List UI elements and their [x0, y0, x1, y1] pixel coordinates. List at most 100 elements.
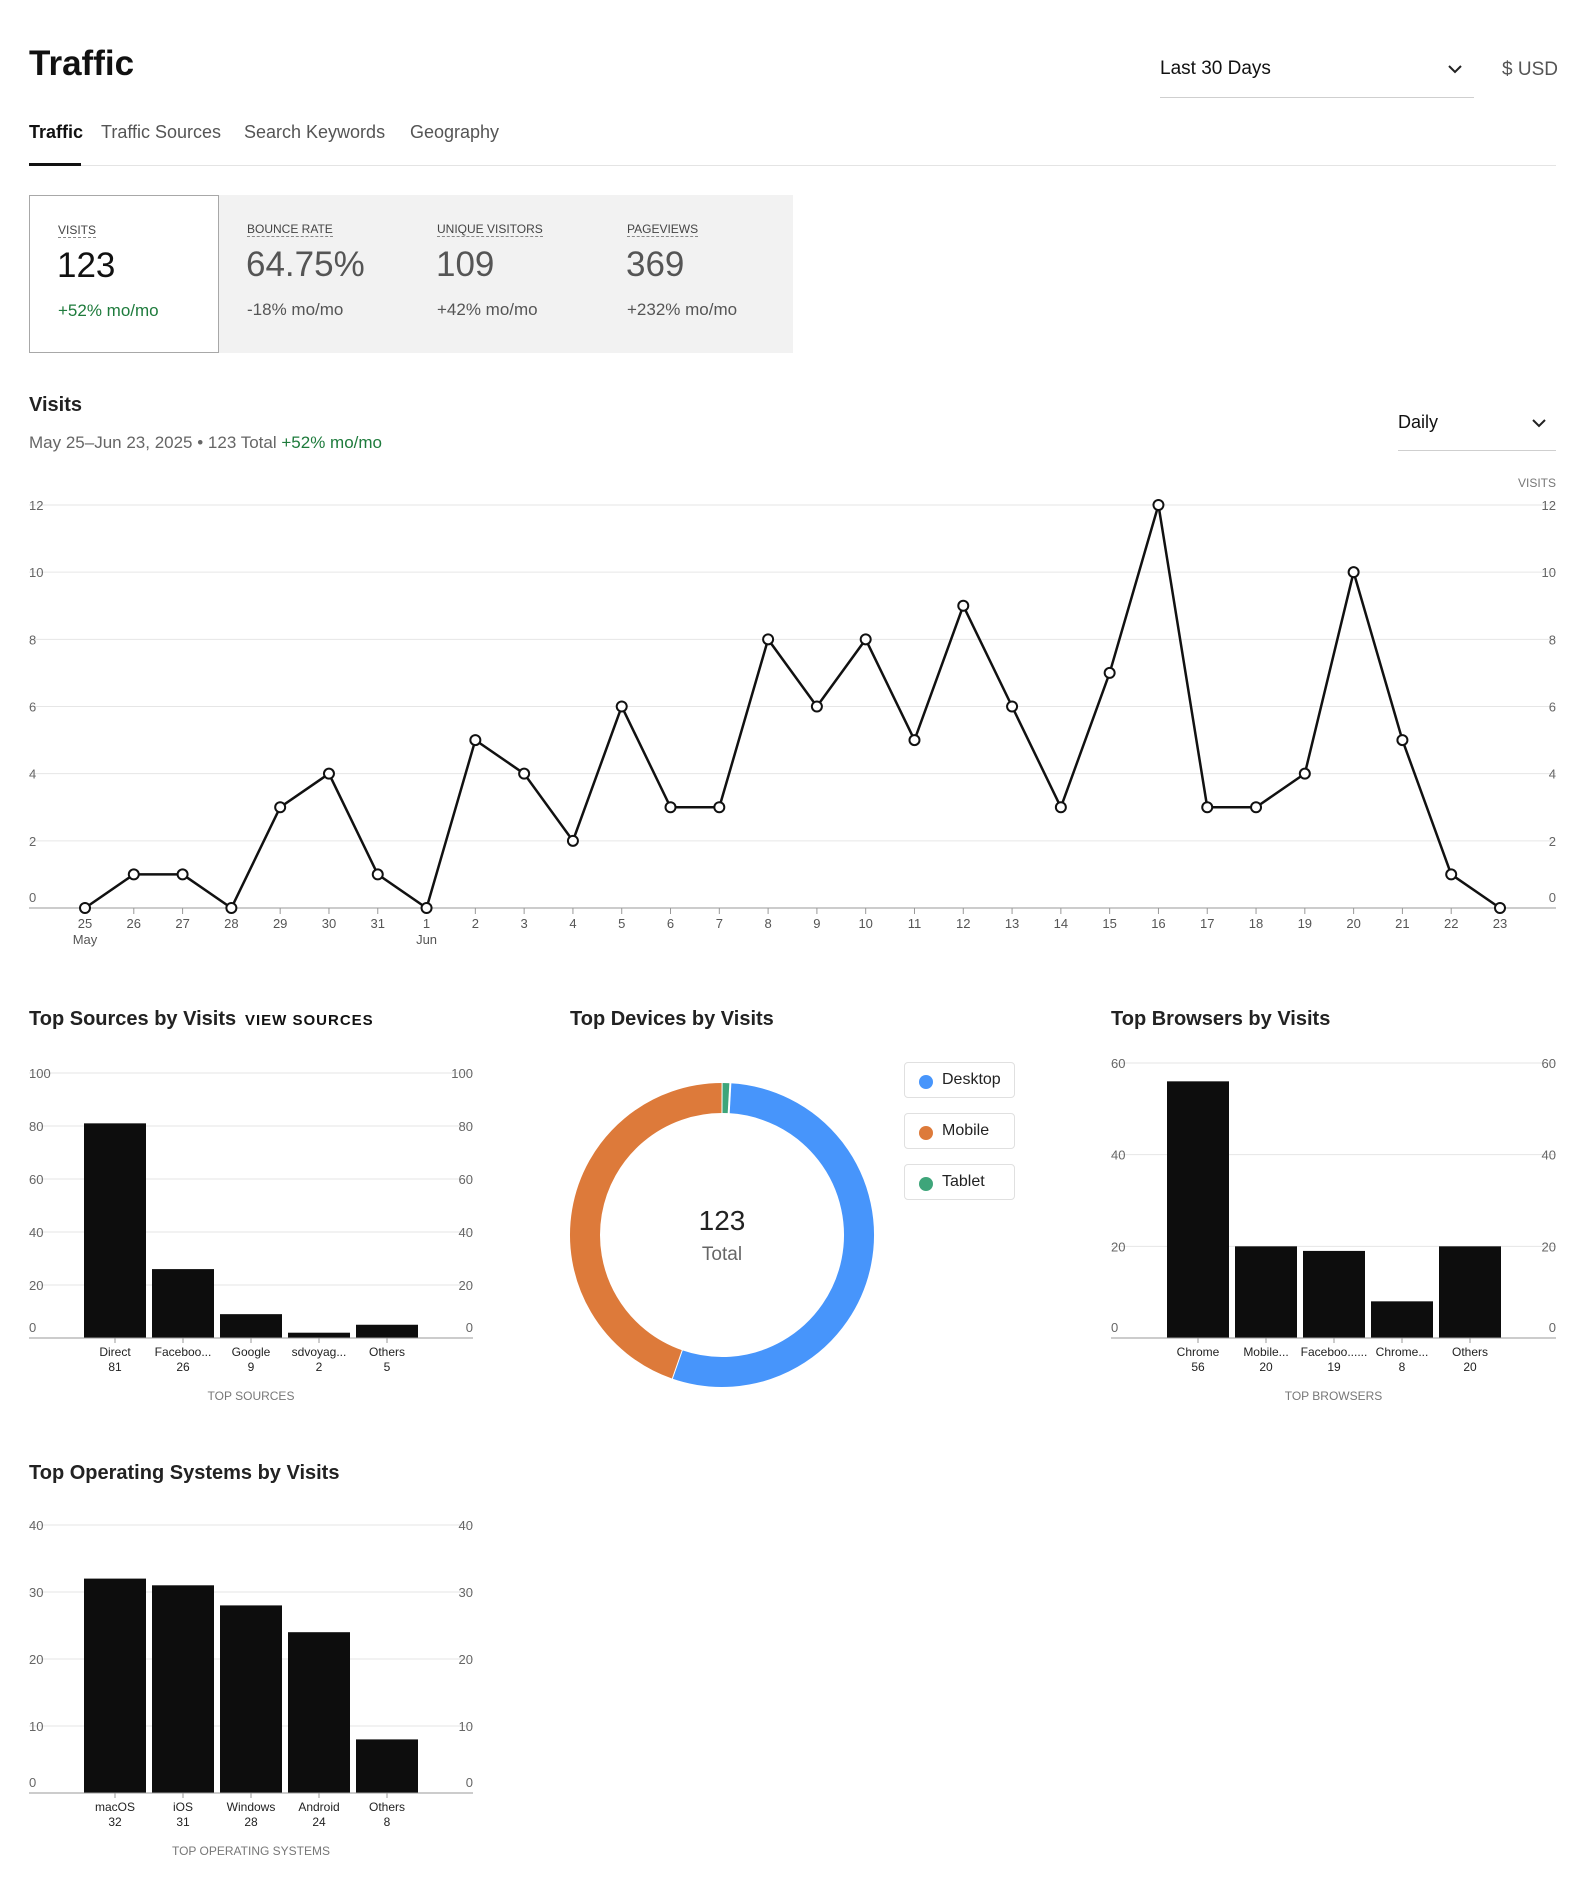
legend-mobile[interactable]: Mobile: [904, 1113, 1015, 1149]
category-label: Faceboo...: [155, 1345, 212, 1359]
data-point: [1006, 700, 1019, 713]
x-tick-label: 28: [224, 916, 238, 931]
kpi-change: -18% mo/mo: [247, 300, 344, 319]
data-point: [713, 801, 726, 814]
kpi-change: +232% mo/mo: [627, 300, 738, 319]
value-label: 9: [248, 1360, 255, 1374]
data-point: [664, 801, 677, 814]
value-label: 56: [1191, 1360, 1205, 1374]
kpi-label: Unique Visitors: [437, 222, 543, 237]
data-point: [1201, 801, 1214, 814]
data-point: [908, 734, 921, 747]
y-tick-label-left: 0: [1111, 1320, 1118, 1335]
value-label: 2: [316, 1360, 323, 1374]
legend-tablet[interactable]: Tablet: [904, 1164, 1015, 1200]
value-label: 8: [1399, 1360, 1406, 1374]
y-tick-label-left: 60: [1111, 1056, 1125, 1071]
tab-search-keywords[interactable]: Search Keywords: [244, 122, 386, 142]
x-tick-label: 26: [127, 916, 141, 931]
data-point: [566, 834, 579, 847]
bar: [356, 1739, 418, 1793]
y-tick-label-right: 20: [1542, 1239, 1556, 1254]
subtitle-separator: •: [192, 433, 208, 452]
y-tick-label-right: 0: [1549, 890, 1556, 905]
tab-geography[interactable]: Geography: [410, 122, 500, 142]
top-devices-donut-chart: 123 Total: [570, 1081, 874, 1387]
y-tick-label-right: 10: [1542, 565, 1556, 580]
x-tick-label: 5: [618, 916, 625, 931]
currency-label[interactable]: $ USD: [1502, 59, 1558, 80]
data-point: [810, 700, 823, 713]
legend-desktop[interactable]: Desktop: [904, 1062, 1015, 1098]
value-label: 8: [384, 1815, 391, 1829]
interval-value: Daily: [1398, 412, 1439, 432]
kpi-value: 369: [626, 245, 685, 284]
value-label: 19: [1327, 1360, 1341, 1374]
date-range-select[interactable]: Last 30 Days: [1160, 50, 1474, 98]
category-label: iOS: [173, 1800, 193, 1814]
bar: [1371, 1301, 1433, 1338]
category-label: macOS: [95, 1800, 135, 1814]
data-point: [615, 700, 628, 713]
category-label: Others: [369, 1345, 405, 1359]
bar: [1167, 1081, 1229, 1338]
bar: [288, 1332, 350, 1338]
y-tick-label-left: 80: [29, 1119, 43, 1134]
value-label: 5: [384, 1360, 391, 1374]
kpi-card-visits[interactable]: Visits 123 +52% mo/mo: [29, 195, 219, 353]
x-axis-label: TOP OPERATING SYSTEMS: [172, 1844, 330, 1858]
data-point: [274, 801, 287, 814]
value-label: 24: [312, 1815, 326, 1829]
category-label: Google: [232, 1345, 271, 1359]
data-point: [1347, 566, 1360, 579]
data-point: [1298, 767, 1311, 780]
y-axis-label: VISITS: [1518, 476, 1556, 490]
legend-label: Mobile: [942, 1122, 990, 1139]
date-range-value: Last 30 Days: [1160, 58, 1271, 79]
slice-separator: [727, 1082, 732, 1115]
x-tick-label: 20: [1346, 916, 1360, 931]
x-tick-label: 27: [175, 916, 189, 931]
chevron-down-icon: [1448, 65, 1462, 74]
category-label: Others: [1452, 1345, 1488, 1359]
x-axis-label: TOP SOURCES: [208, 1389, 295, 1403]
y-tick-label-right: 6: [1549, 700, 1556, 715]
data-point: [957, 599, 970, 612]
top-os-title: Top Operating Systems by Visits: [29, 1462, 340, 1484]
active-tab-indicator: [29, 163, 81, 166]
kpi-card-pageviews[interactable]: Pageviews 369 +232% mo/mo: [599, 195, 789, 353]
page-title: Traffic: [29, 44, 135, 83]
bar: [84, 1123, 146, 1338]
tab-traffic-sources[interactable]: Traffic Sources: [101, 122, 222, 142]
y-tick-label-right: 20: [459, 1652, 473, 1667]
visits-chart-subtitle: May 25–Jun 23, 2025 • 123 Total +52% mo/…: [29, 433, 382, 453]
value-label: 28: [244, 1815, 258, 1829]
x-tick-label: 23: [1493, 916, 1507, 931]
category-label: Chrome...: [1376, 1345, 1429, 1359]
x-tick-label: 8: [764, 916, 771, 931]
y-tick-label-right: 0: [466, 1775, 473, 1790]
y-tick-label-left: 10: [29, 1719, 43, 1734]
kpi-card-bounce-rate[interactable]: Bounce Rate 64.75% -18% mo/mo: [219, 195, 409, 353]
x-tick-label: 15: [1102, 916, 1116, 931]
x-tick-label: 29: [273, 916, 287, 931]
interval-select[interactable]: Daily: [1398, 406, 1556, 451]
kpi-card-unique-visitors[interactable]: Unique Visitors 109 +42% mo/mo: [409, 195, 599, 353]
tablet-color-dot: [919, 1177, 933, 1191]
view-sources-link[interactable]: View Sources: [245, 1012, 374, 1029]
y-tick-label-right: 10: [459, 1719, 473, 1734]
data-point: [225, 902, 238, 914]
tab-traffic[interactable]: Traffic: [29, 122, 84, 142]
bar: [356, 1324, 418, 1338]
data-point: [322, 767, 335, 780]
visits-date-range: May 25–Jun 23, 2025: [29, 433, 193, 452]
data-point: [1250, 801, 1263, 814]
y-tick-label-right: 40: [1542, 1148, 1556, 1163]
tab-bar: Traffic Traffic Sources Search Keywords …: [29, 118, 1556, 166]
top-sources-title: Top Sources by Visits: [29, 1008, 237, 1030]
x-tick-label: 22: [1444, 916, 1458, 931]
data-point: [469, 734, 482, 747]
